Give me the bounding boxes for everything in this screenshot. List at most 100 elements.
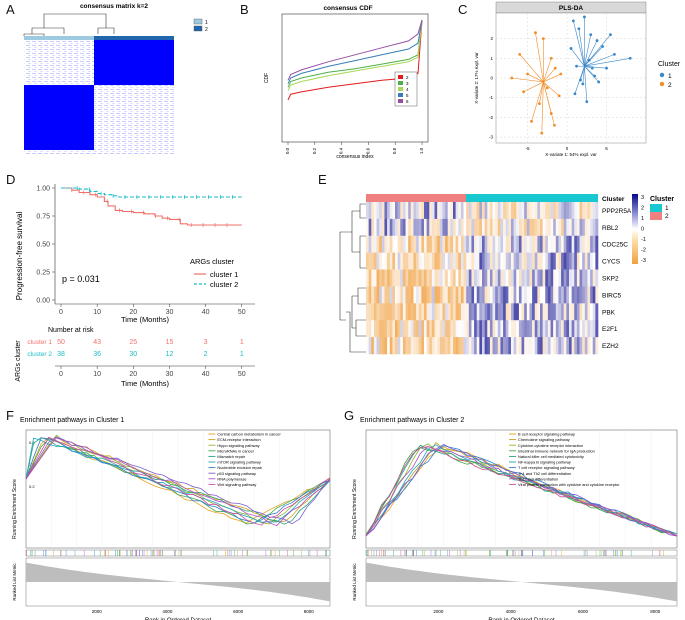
km-legend-label: cluster 2	[210, 280, 238, 289]
heatmap-cell	[484, 235, 488, 253]
heatmap-cell	[476, 252, 480, 270]
risk-cell: 38	[57, 351, 65, 358]
heatmap-cell	[431, 337, 435, 355]
heatmap-cell	[373, 303, 377, 321]
heatmap-cell	[569, 286, 572, 304]
heatmap-cell	[479, 252, 483, 270]
heatmap-cell	[373, 252, 377, 270]
heatmap-cell	[474, 252, 478, 270]
gsea-curve	[365, 445, 678, 537]
heatmap-cell	[540, 286, 543, 304]
pls-xtick-label: -5	[526, 146, 530, 151]
heatmap-cell	[524, 235, 528, 253]
heatmap-cell	[511, 303, 514, 321]
heatmap-cell	[555, 202, 559, 220]
heatmap-cell	[402, 337, 406, 355]
pls-spoke-cluster-1	[584, 40, 598, 67]
heatmap-cell	[513, 286, 517, 304]
heatmap-cell	[566, 202, 570, 220]
heatmap-cell	[426, 235, 430, 253]
gsea-legend-label: Intestinal immune network for IgA produc…	[518, 448, 595, 453]
heatmap-cell	[434, 252, 438, 270]
pls-point-cluster-1	[583, 15, 586, 19]
heatmap-cell	[450, 235, 454, 253]
heatmap-cell	[389, 218, 393, 237]
heatmap-cell	[408, 337, 412, 355]
heatmap-cell	[550, 337, 554, 355]
heatmap-cell	[590, 303, 594, 321]
heatmap-cell	[590, 320, 594, 338]
heatmap-cell	[511, 252, 514, 270]
heatmap-cell	[366, 218, 369, 237]
heatmap-cell	[495, 303, 499, 321]
heatmap-gene-label: E2F1	[602, 326, 618, 333]
heatmap-cell	[545, 337, 549, 355]
heatmap-cell	[542, 320, 546, 338]
heatmap-cell	[508, 235, 512, 253]
heatmap-cell	[571, 286, 575, 304]
gsea-legend-label: Natural killer cell mediated cytotoxicit…	[518, 454, 584, 459]
risk-xtick-label: 20	[129, 371, 137, 378]
heatmap-cell	[582, 269, 586, 287]
heatmap-cell	[402, 252, 406, 270]
heatmap-cell	[442, 303, 446, 321]
risk-cell: 15	[166, 339, 174, 346]
heatmap-cell	[550, 218, 554, 237]
heatmap-cell	[397, 320, 401, 338]
heatmap-cell	[421, 286, 425, 304]
heatmap-cell	[447, 337, 451, 355]
heatmap-cell	[584, 235, 588, 253]
heatmap-annotation-cluster2	[366, 194, 466, 202]
heatmap-cell	[532, 269, 536, 287]
gsea-xtick-label: 2000	[433, 609, 444, 614]
risk-cell: 1	[240, 351, 244, 358]
heatmap-cell	[373, 235, 377, 253]
heatmap-cell	[595, 269, 599, 287]
heatmap-cell	[571, 337, 575, 355]
cdf-xlabel: consensus index	[336, 154, 374, 160]
heatmap-cell	[484, 286, 488, 304]
heatmap-cell	[376, 303, 380, 321]
heatmap-cell	[518, 286, 522, 304]
heatmap-cell	[366, 286, 369, 304]
heatmap-cell	[532, 286, 536, 304]
heatmap-cell	[503, 320, 507, 338]
heatmap-cell	[595, 286, 599, 304]
km-curve-2	[61, 187, 242, 198]
heatmap-cell	[453, 218, 456, 237]
heatmap-cell	[381, 303, 385, 321]
heatmap-cell	[576, 320, 580, 338]
heatmap-scale-label: 0	[641, 227, 644, 233]
gsea-xtick-label: 4000	[506, 609, 517, 614]
heatmap-cell	[595, 320, 599, 338]
pls-point-cluster-2	[518, 52, 522, 56]
heatmap-scale-label: 2	[641, 206, 644, 212]
heatmap-cell	[584, 252, 588, 270]
heatmap-cell	[466, 218, 470, 237]
heatmap-cell	[395, 337, 398, 355]
heatmap-cell	[368, 252, 372, 270]
heatmap-cell	[550, 269, 554, 287]
heatmap-cell	[592, 235, 596, 253]
heatmap-cell	[453, 235, 456, 253]
heatmap-cell	[458, 303, 462, 321]
heatmap-cell	[505, 337, 509, 355]
heatmap-cell	[405, 286, 409, 304]
heatmap-cell	[576, 202, 580, 220]
gsea-curve	[365, 446, 678, 537]
heatmap-cell	[426, 337, 430, 355]
heatmap-cell	[439, 337, 443, 355]
gsea-curve	[25, 437, 331, 527]
heatmap-cell	[450, 218, 454, 237]
pls-spoke-cluster-1	[573, 20, 585, 67]
heatmap-cell	[540, 320, 543, 338]
heatmap-cell	[576, 303, 580, 321]
heatmap-cell	[558, 303, 562, 321]
heatmap-cell	[474, 235, 478, 253]
cdf-xtick-label: 0.6	[365, 147, 370, 154]
gsea-cluster2-chart: Enrichment pathways in Cluster 2 Running …	[352, 417, 678, 620]
heatmap-scale-label: -2	[641, 248, 646, 254]
heatmap-cell	[424, 269, 427, 287]
heatmap-cell	[387, 218, 391, 237]
heatmap-cell	[553, 235, 557, 253]
